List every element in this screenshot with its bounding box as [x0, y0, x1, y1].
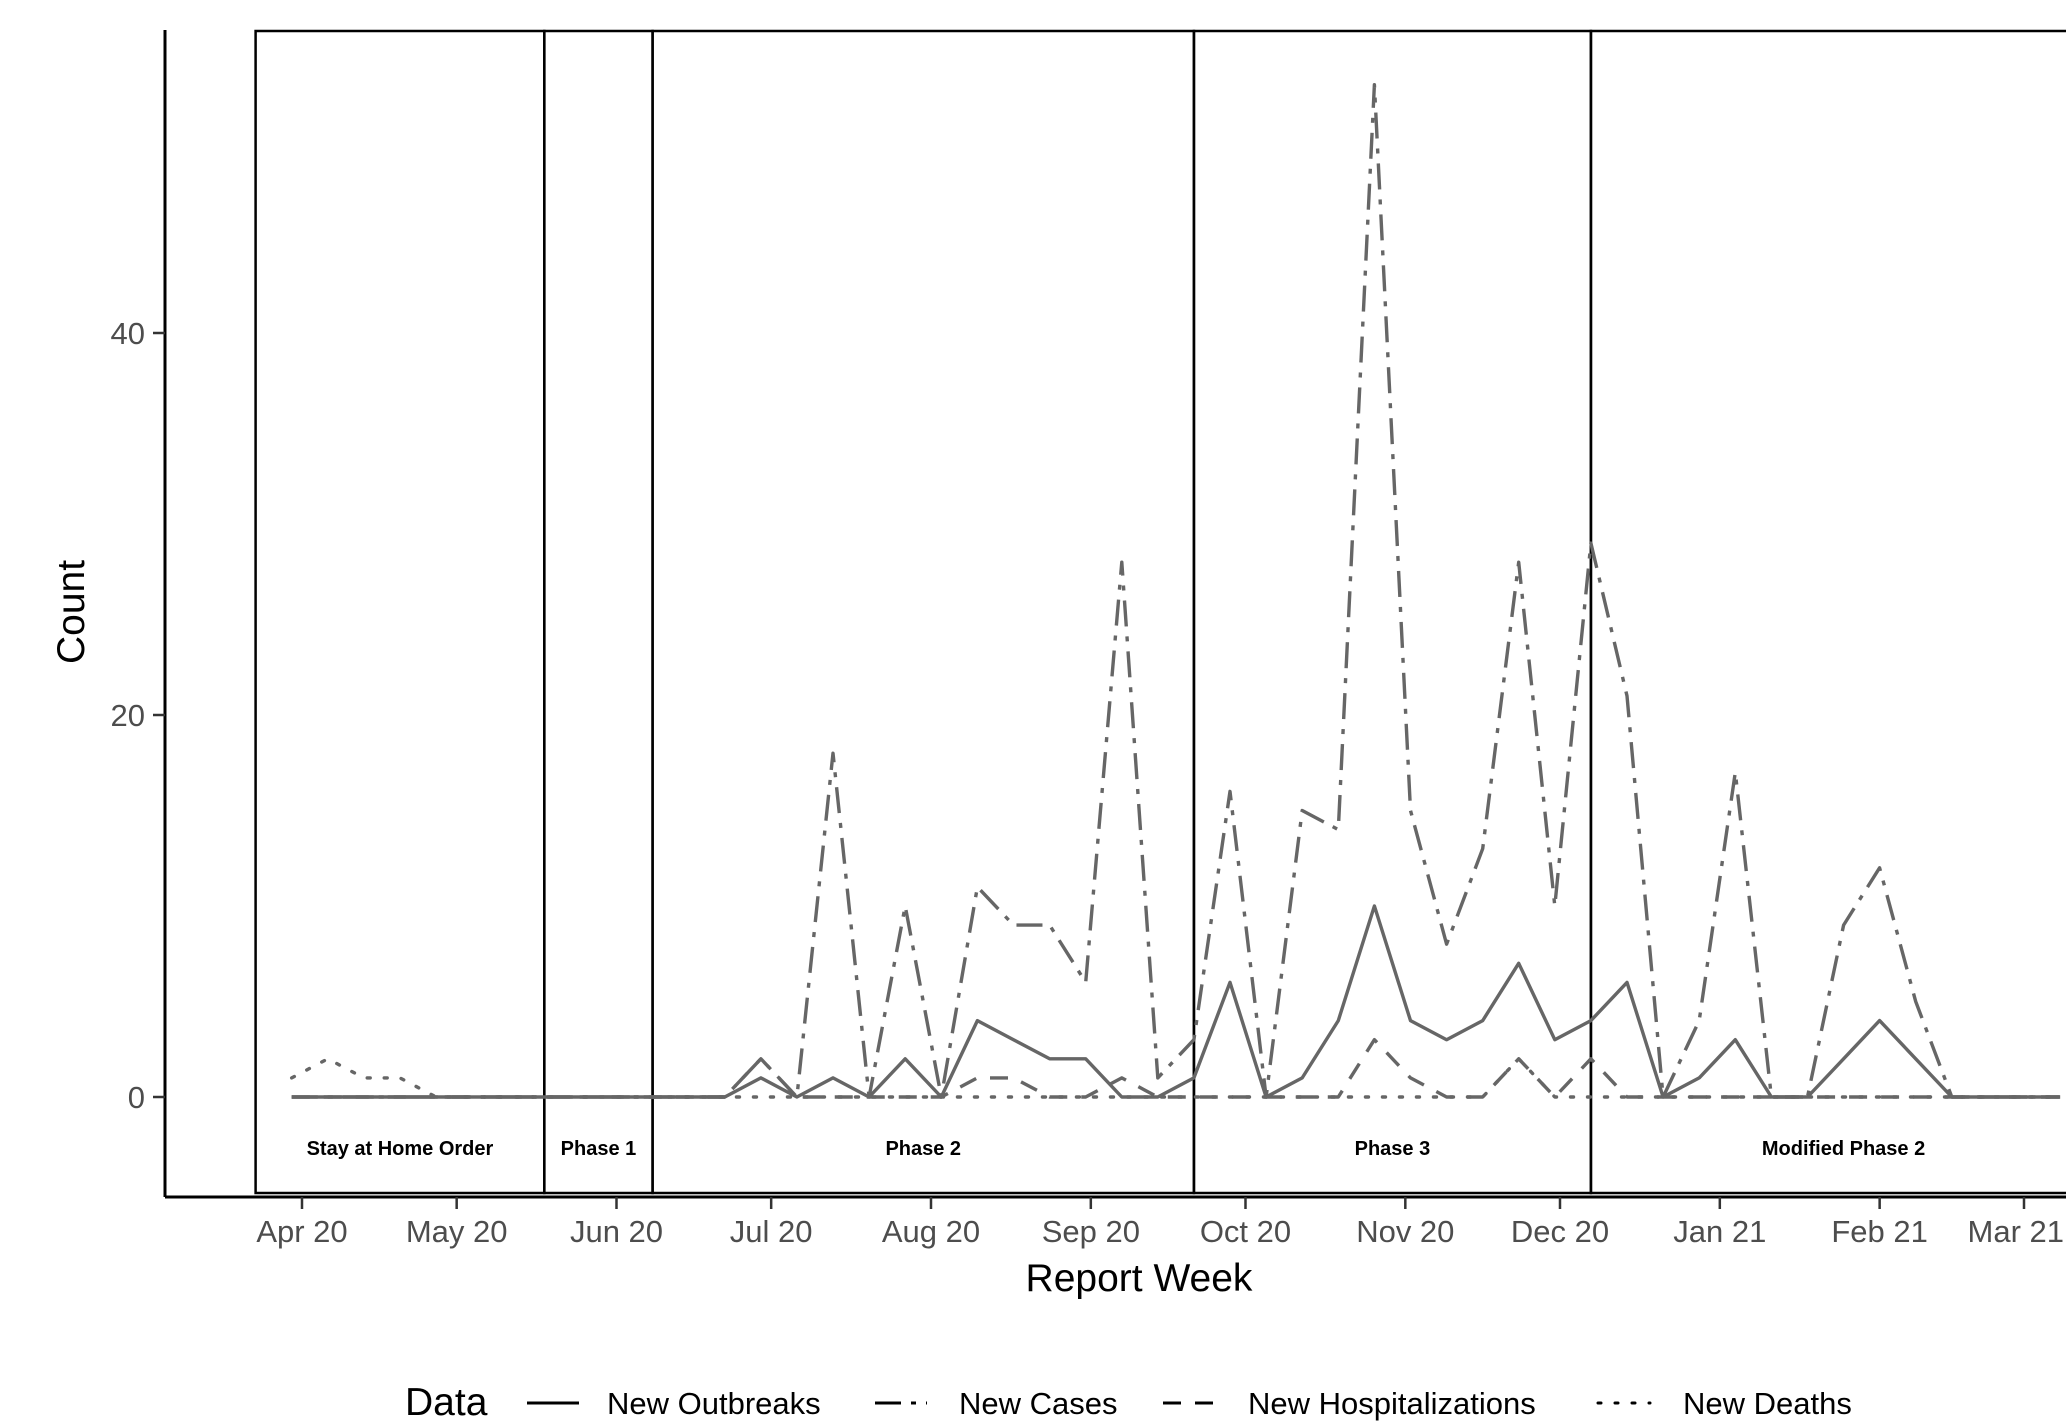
legend-label-new-cases: New Cases	[959, 1386, 1118, 1421]
x-tick-label-10: Jan 21	[1673, 1214, 1766, 1249]
phase-region-4	[1192, 29, 1593, 1195]
series-line-new-deaths	[290, 1057, 2062, 1099]
x-tick-label-2: May 20	[406, 1214, 508, 1249]
phase-regions: Stay at Home Order Phase 1 Phase 2 Phase 3 M…	[254, 29, 2066, 1195]
phase-label-4: Phase 3	[1355, 1138, 1431, 1160]
phase-region-2	[543, 29, 654, 1195]
x-tick-label-12: Mar 21	[1968, 1214, 2064, 1249]
x-tick-label-6: Sep 20	[1042, 1214, 1140, 1249]
legend-label-new-deaths: New Deaths	[1683, 1386, 1852, 1421]
y-tick-label-0: 0	[128, 1080, 145, 1115]
phase-label-2: Phase 1	[561, 1138, 637, 1160]
legend-title: Data	[405, 1381, 488, 1424]
series-lines	[290, 82, 2062, 1099]
phase-label-3: Phase 2	[885, 1138, 961, 1160]
y-tick-label-40: 40	[111, 316, 145, 351]
x-tick-label-5: Aug 20	[882, 1214, 980, 1249]
series-line-new-outbreaks	[291, 904, 2061, 1099]
y-tick-label-20: 20	[111, 698, 145, 733]
x-axis-title: Report Week	[1026, 1257, 1253, 1300]
axes: 0 20 40 Apr 20 May 20 Jun 20 Jul 20 Aug 20 Sep 2…	[111, 30, 2066, 1249]
legend-label-new-outbreaks: New Outbreaks	[607, 1386, 821, 1421]
x-tick-label-11: Feb 21	[1831, 1214, 1928, 1249]
phase-label-5: Modified Phase 2	[1762, 1138, 1925, 1160]
x-tick-label-7: Oct 20	[1200, 1214, 1291, 1249]
x-tick-label-3: Jun 20	[570, 1214, 663, 1249]
series-line-new-cases	[291, 82, 2061, 1099]
legend: Data New Outbreaks New Cases New Hospitali…	[405, 1381, 1852, 1424]
x-tick-label-9: Dec 20	[1511, 1214, 1609, 1249]
phase-region-5	[1589, 29, 2066, 1195]
phase-region-3	[651, 29, 1196, 1195]
x-tick-label-1: Apr 20	[256, 1214, 347, 1249]
phase-region-1	[254, 29, 546, 1195]
y-axis-title: Count	[50, 560, 93, 664]
legend-label-new-hospitalizations: New Hospitalizations	[1248, 1386, 1536, 1421]
x-tick-label-8: Nov 20	[1356, 1214, 1454, 1249]
phase-label-1: Stay at Home Order	[307, 1138, 494, 1160]
x-tick-label-4: Jul 20	[730, 1214, 813, 1249]
